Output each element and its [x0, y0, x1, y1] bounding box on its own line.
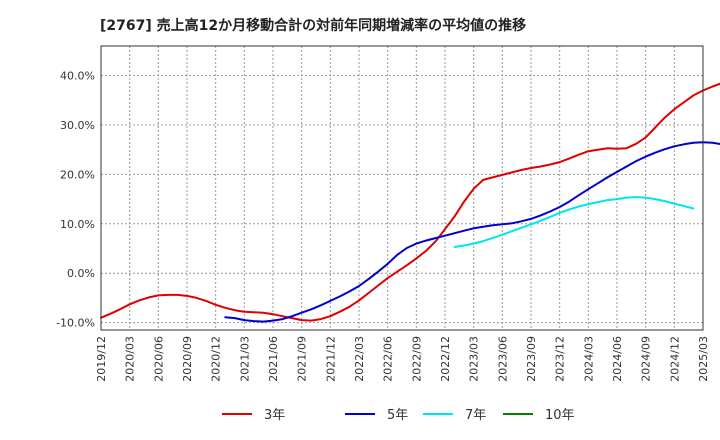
legend-label-5年: 5年 [387, 408, 408, 423]
x-tick-label: 2024/03 [582, 336, 595, 382]
x-tick-label: 2020/06 [152, 336, 165, 382]
x-tick-label: 2022/09 [410, 336, 423, 382]
x-tick-label: 2023/12 [554, 336, 567, 382]
x-tick-label: 2020/03 [124, 336, 137, 382]
series-line-5年 [224, 141, 720, 323]
y-tick-label: 0.0% [67, 267, 95, 280]
y-tick-label: 40.0% [60, 70, 95, 83]
y-tick-label: 10.0% [60, 218, 95, 231]
legend-label-7年: 7年 [465, 408, 486, 423]
series-line-3年 [100, 82, 720, 322]
x-tick-label: 2024/09 [640, 336, 653, 382]
x-tick-label: 2021/12 [324, 336, 337, 382]
x-tick-label: 2023/03 [468, 336, 481, 382]
x-tick-label: 2022/06 [382, 336, 395, 382]
legend-label-10年: 10年 [545, 408, 575, 423]
y-tick-label: 20.0% [60, 168, 95, 181]
x-tick-label: 2020/12 [210, 336, 223, 382]
y-tick-label: -10.0% [56, 317, 95, 330]
x-tick-label: 2021/03 [238, 336, 251, 382]
chart-title: [2767] 売上高12か月移動合計の対前年同期増減率の平均値の推移 [100, 17, 526, 34]
x-tick-label: 2019/12 [95, 336, 108, 382]
x-tick-label: 2022/12 [439, 336, 452, 382]
x-tick-label: 2025/03 [697, 336, 710, 382]
x-tick-label: 2020/09 [181, 336, 194, 382]
x-tick-label: 2022/03 [353, 336, 366, 382]
y-axis-tick-labels: -10.0% 0.0% 10.0% 20.0% 30.0% 40.0% [56, 70, 95, 330]
y-tick-label: 30.0% [60, 119, 95, 132]
x-tick-label: 2023/09 [525, 336, 538, 382]
series-lines [100, 82, 720, 323]
x-tick-label: 2021/09 [296, 336, 309, 382]
x-tick-label: 2023/06 [496, 336, 509, 382]
grid [100, 46, 704, 330]
series-line-7年 [453, 196, 695, 248]
x-tick-label: 2024/12 [668, 336, 681, 382]
x-tick-label: 2024/06 [611, 336, 624, 382]
plot-frame [100, 45, 704, 331]
legend-label-3年: 3年 [264, 408, 285, 423]
x-tick-label: 2021/06 [267, 336, 280, 382]
legend: 3年 5年 7年 10年 [222, 408, 575, 423]
x-axis-tick-labels: 2019/12 2020/03 2020/06 2020/09 2020/12 2021/… [95, 336, 710, 382]
